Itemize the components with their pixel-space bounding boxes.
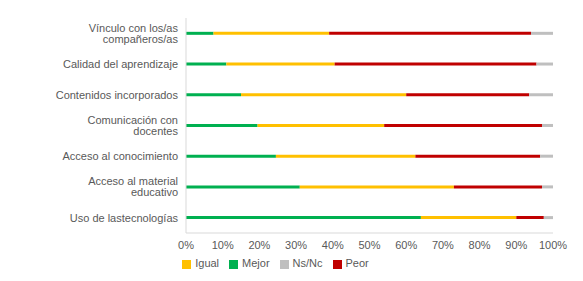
html-text:Ns/Nc: Ns/Nc [292,257,323,269]
svg-text:100%: 100% [539,239,567,251]
svg-text:Comunicación condocentes: Comunicación condocentes [88,114,179,137]
svg-text:60%: 60% [395,239,417,251]
svg-text:30%: 30% [285,239,307,251]
html-text:Peor: Peor [345,257,369,269]
svg-text:Acceso al materialeducativo: Acceso al materialeducativo [88,175,178,198]
svg-text:10%: 10% [212,239,234,251]
svg-text:Calidad del aprendizaje: Calidad del aprendizaje [63,58,178,70]
svg-text:40%: 40% [322,239,344,251]
html-text:Igual: Igual [195,257,220,269]
svg-text:90%: 90% [505,239,527,251]
svg-text:Vínculo con los/ascompañeros/a: Vínculo con los/ascompañeros/as [89,22,179,45]
svg-text:80%: 80% [469,239,491,251]
svg-text:70%: 70% [432,239,454,251]
svg-text:0%: 0% [178,239,194,251]
svg-text:20%: 20% [248,239,270,251]
svg-text:Contenidos incorporados: Contenidos incorporados [56,89,179,101]
svg-text:50%: 50% [358,239,380,251]
svg-text:Acceso al conocimiento: Acceso al conocimiento [62,150,178,162]
html-text:Mejor: Mejor [242,257,270,269]
svg-text:Uso de lastecnologías: Uso de lastecnologías [70,212,179,224]
